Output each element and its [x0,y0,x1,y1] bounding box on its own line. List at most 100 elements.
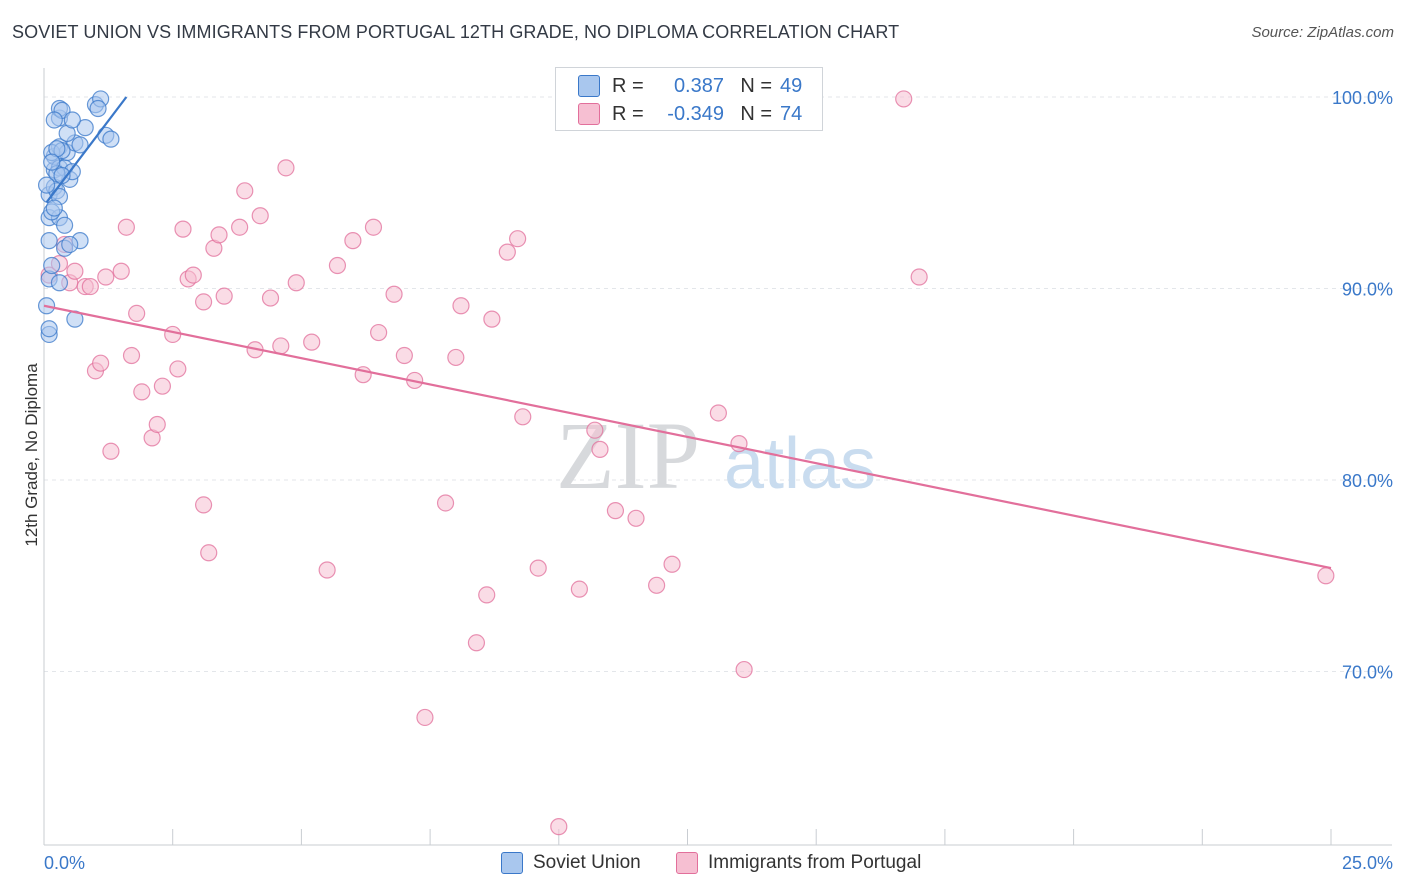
portugal-point [452,297,470,315]
portugal-point [153,377,172,395]
portugal-point [174,220,192,238]
portugal-point [364,218,383,236]
soviet-point [43,153,61,171]
tick-labels: 100.0% 90.0% 80.0% 70.0% 0.0% 25.0% [44,88,1393,873]
data-points [37,90,1335,836]
portugal-point [303,333,321,351]
soviet-swatch [501,852,523,874]
portugal-point [148,415,166,434]
soviet-point [40,232,58,250]
series-legend: Soviet Union Immigrants from Portugal [0,852,1406,878]
r-value: -0.349 [667,102,724,125]
x-tick-label: 0.0% [44,853,85,873]
portugal-point [478,586,496,604]
chart-title: SOVIET UNION VS IMMIGRANTS FROM PORTUGAL… [12,22,900,42]
portugal-point [709,404,727,422]
portugal-point [344,232,362,250]
source-label: Source: ZipAtlas.com [1251,24,1394,41]
portugal-point [169,360,187,378]
soviet-point [40,320,58,338]
trend-lines [43,96,1332,570]
portugal-swatch [578,103,600,125]
soviet-point [50,274,69,292]
portugal-point [272,337,290,355]
soviet-point [37,176,56,194]
portugal-point [385,285,403,303]
portugal-point [591,440,609,458]
portugal-point [184,266,202,284]
portugal-point [663,555,681,573]
portugal-point [570,580,588,598]
portugal-point [251,207,269,225]
watermark: ZIP atlas [556,402,876,509]
portugal-swatch [676,852,698,874]
portugal-point [436,494,455,512]
soviet-point [61,235,79,254]
portugal-point [318,561,336,579]
portugal-point [236,182,254,200]
portugal-point [895,90,913,108]
soviet-trend-line [45,96,128,203]
soviet-point [43,256,61,275]
legend-label-portugal: Immigrants from Portugal [708,852,922,873]
portugal-point [200,544,218,562]
portugal-point [66,262,84,280]
portugal-point [81,277,99,296]
y-axis-label: 12th Grade, No Diploma [22,363,41,547]
portugal-point [606,502,625,520]
portugal-point [164,325,182,344]
portugal-point [328,256,347,275]
portugal-point [627,509,645,527]
portugal-point [483,310,501,328]
soviet-point [71,136,89,154]
portugal-point [648,576,666,594]
portugal-point [128,304,146,322]
portugal-point [102,442,120,460]
portugal-point [261,289,280,307]
portugal-point [467,634,486,652]
legend-row-soviet: R = 0.387 N = 49 [578,73,802,99]
portugal-point [509,230,527,248]
portugal-point [1317,567,1335,585]
portugal-point [370,323,388,342]
portugal-point [92,354,110,372]
portugal-point [529,559,547,577]
n-label: N = [740,102,772,125]
portugal-point [112,262,130,280]
soviet-point [55,216,74,234]
portugal-point [910,268,928,286]
y-tick-label: 90.0% [1342,280,1393,300]
portugal-point [395,346,413,365]
portugal-point [287,274,305,292]
legend-row-portugal: R = -0.349 N = 74 [578,101,802,127]
n-value: 74 [780,102,803,125]
soviet-point [45,199,63,217]
correlation-legend: R = 0.387 N = 49 R = -0.349 N = 74 [555,67,823,131]
portugal-point [122,346,141,365]
portugal-point [550,818,568,836]
portugal-point [194,293,213,311]
portugal-point [277,159,295,177]
portugal-point [97,268,115,286]
r-value: 0.387 [673,74,724,97]
soviet-point [89,99,107,118]
y-tick-label: 80.0% [1342,471,1393,491]
y-tick-label: 100.0% [1332,88,1393,108]
portugal-trend-line [43,304,1332,570]
legend-item-portugal[interactable]: Immigrants from Portugal [676,852,921,874]
soviet-point [45,111,63,129]
soviet-point [102,130,120,148]
r-label: R = [612,74,644,97]
legend-item-soviet[interactable]: Soviet Union [501,852,641,874]
portugal-point [215,287,233,305]
legend-label-soviet: Soviet Union [533,852,641,873]
portugal-point [117,218,135,236]
watermark-atlas: atlas [724,424,876,504]
portugal-point [586,421,604,439]
y-tick-label: 70.0% [1342,663,1393,683]
portugal-point [231,218,249,236]
x-tick-label: 25.0% [1342,853,1393,873]
portugal-point [133,383,151,401]
soviet-swatch [578,75,600,97]
